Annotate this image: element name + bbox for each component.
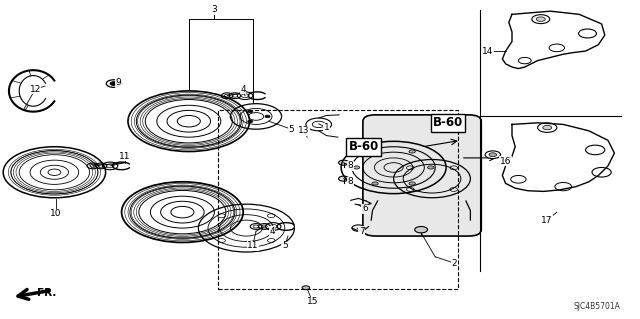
Circle shape (428, 166, 434, 169)
Text: 5: 5 (282, 241, 287, 250)
Circle shape (415, 226, 428, 233)
Circle shape (248, 120, 253, 123)
Circle shape (372, 150, 378, 153)
Circle shape (302, 286, 310, 290)
Text: 16: 16 (500, 157, 511, 166)
Circle shape (372, 182, 378, 185)
Text: 11: 11 (119, 152, 131, 161)
Text: 17: 17 (541, 216, 553, 225)
Text: 11: 11 (247, 241, 259, 250)
Text: 8: 8 (348, 177, 353, 186)
Circle shape (485, 151, 500, 159)
Text: 7: 7 (359, 227, 364, 236)
Circle shape (536, 17, 545, 21)
Text: 1: 1 (324, 123, 329, 132)
Bar (218, 110, 458, 289)
Circle shape (409, 182, 415, 185)
Text: 14: 14 (482, 47, 493, 56)
Text: 4: 4 (241, 85, 246, 94)
Text: SJC4B5701A: SJC4B5701A (574, 302, 621, 311)
FancyBboxPatch shape (363, 115, 481, 236)
Text: 9: 9 (116, 78, 121, 87)
Circle shape (489, 153, 497, 157)
Circle shape (339, 176, 349, 181)
Text: FR.: FR. (37, 288, 56, 298)
Text: B-60: B-60 (433, 116, 463, 129)
Circle shape (110, 82, 118, 85)
Text: 12: 12 (29, 85, 41, 94)
Circle shape (265, 115, 270, 118)
Circle shape (409, 150, 415, 153)
Text: 4: 4 (269, 227, 275, 236)
Text: B-60: B-60 (348, 140, 379, 153)
Text: 3: 3 (212, 5, 217, 14)
Text: 15: 15 (307, 297, 318, 306)
Text: 6: 6 (362, 204, 367, 213)
Circle shape (248, 110, 253, 113)
Circle shape (543, 125, 552, 130)
Circle shape (353, 166, 360, 169)
Text: 2: 2 (452, 259, 457, 268)
Text: 13: 13 (298, 126, 310, 135)
Text: 5: 5 (289, 125, 294, 134)
Text: 8: 8 (348, 161, 353, 170)
Circle shape (339, 160, 349, 165)
Text: 10: 10 (50, 209, 61, 218)
